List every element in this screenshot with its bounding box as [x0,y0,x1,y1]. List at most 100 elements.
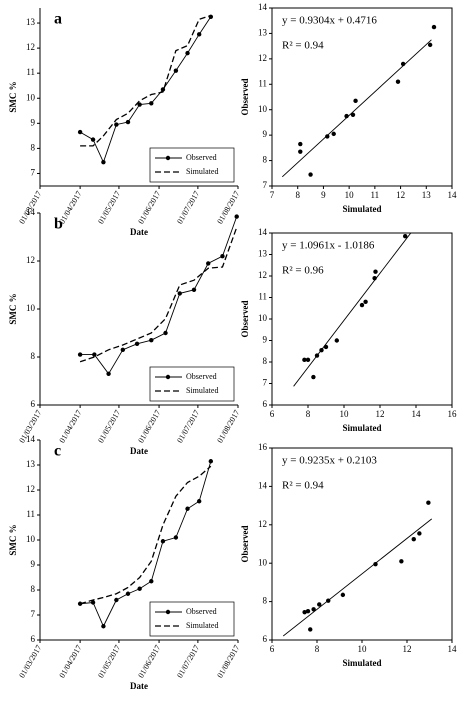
point [372,275,377,281]
x-tick-label: 11 [371,190,380,200]
plot-frame [271,447,453,641]
legend-label: Simulated [186,386,218,395]
x-axis-label: Simulated [342,658,381,668]
y-tick-label: 9 [263,335,268,345]
x-tick-label: 12 [376,409,385,419]
y-tick-label: 12 [258,519,267,529]
point [319,347,324,353]
point [373,269,378,274]
y-tick-label: 7 [263,180,268,190]
panel-label: b [54,216,63,233]
point [298,149,303,154]
y-tick-label: 8 [263,596,268,606]
marker [185,506,190,511]
y-tick-label: 12 [26,255,35,265]
y-tick-label: 10 [26,92,36,102]
marker [101,159,106,165]
marker [77,129,83,135]
marker [177,291,182,296]
point [308,172,313,177]
x-tick-label: 01/08/2017 [215,643,241,679]
point [323,344,329,350]
legend-label: Simulated [186,621,218,630]
x-tick-label: 12 [396,190,405,200]
series-line [79,465,212,605]
y-tick-label: 14 [258,480,268,490]
point [308,627,313,632]
marker [191,287,197,292]
y-axis-label: SMC % [8,293,18,324]
y-tick-label: 6 [263,399,268,409]
point [431,24,437,30]
x-tick-label: 6 [270,409,275,419]
point [427,42,433,48]
point [305,609,311,614]
y-tick-label: 11 [26,509,35,519]
legend-box [149,601,235,637]
y-tick-label: 8 [263,155,268,165]
x-tick-label: 01/06/2017 [136,189,162,225]
x-tick-label: 01/05/2017 [96,408,122,444]
y-tick-label: 9 [263,129,268,139]
x-tick-label: 14 [448,644,458,654]
plot-area [281,24,437,178]
point [311,607,316,612]
panel-label: c [54,443,61,460]
point [359,302,365,308]
marker [208,14,214,19]
y-tick-label: 9 [31,559,36,569]
y-tick-label: 13 [258,27,268,37]
point [417,531,422,536]
legend-box [149,147,235,183]
x-tick-label: 9 [321,190,326,200]
marker [149,579,154,584]
marker [90,137,96,142]
x-tick-label: 01/08/2017 [215,408,241,444]
y-tick-label: 12 [258,53,267,63]
y-tick-label: 8 [31,351,36,361]
y-tick-label: 10 [258,557,268,567]
point [314,353,320,358]
point [331,131,336,137]
y-tick-label: 11 [26,67,35,77]
y-tick-label: 6 [31,399,36,409]
marker [173,535,179,540]
r-squared: R² = 0.96 [282,265,324,277]
marker [137,102,142,107]
plot-area [293,233,411,387]
x-tick-label: 01/06/2017 [136,408,162,444]
x-tick-label: 01/07/2017 [175,189,201,225]
y-tick-label: 10 [258,313,268,323]
series-line [79,16,212,164]
x-tick-label: 8 [315,644,320,654]
marker [160,539,166,544]
legend-marker [165,155,171,161]
x-tick-label: 10 [358,644,368,654]
x-tick-label: 01/04/2017 [57,408,83,444]
marker [120,347,126,352]
point [353,98,358,104]
legend-marker [165,609,171,615]
point [298,141,303,147]
legend-label: Observed [186,607,217,616]
marker [149,101,154,106]
point [326,598,331,603]
point [395,79,401,84]
y-axis-label: Observed [240,79,250,116]
y-tick-label: 6 [263,634,268,644]
y-tick-label: 12 [26,42,35,52]
x-tick-label: 01/04/2017 [57,643,83,679]
plot-area [282,500,433,637]
x-axis-label: Simulated [342,423,381,433]
point [400,61,406,67]
point [305,357,311,363]
marker [101,624,106,629]
y-tick-label: 13 [26,17,36,27]
y-tick-label: 16 [258,442,268,452]
y-tick-label: 8 [263,356,268,366]
y-tick-label: 10 [26,534,36,544]
y-tick-label: 7 [31,168,36,178]
legend-label: Simulated [186,167,218,176]
x-tick-label: 13 [422,190,432,200]
